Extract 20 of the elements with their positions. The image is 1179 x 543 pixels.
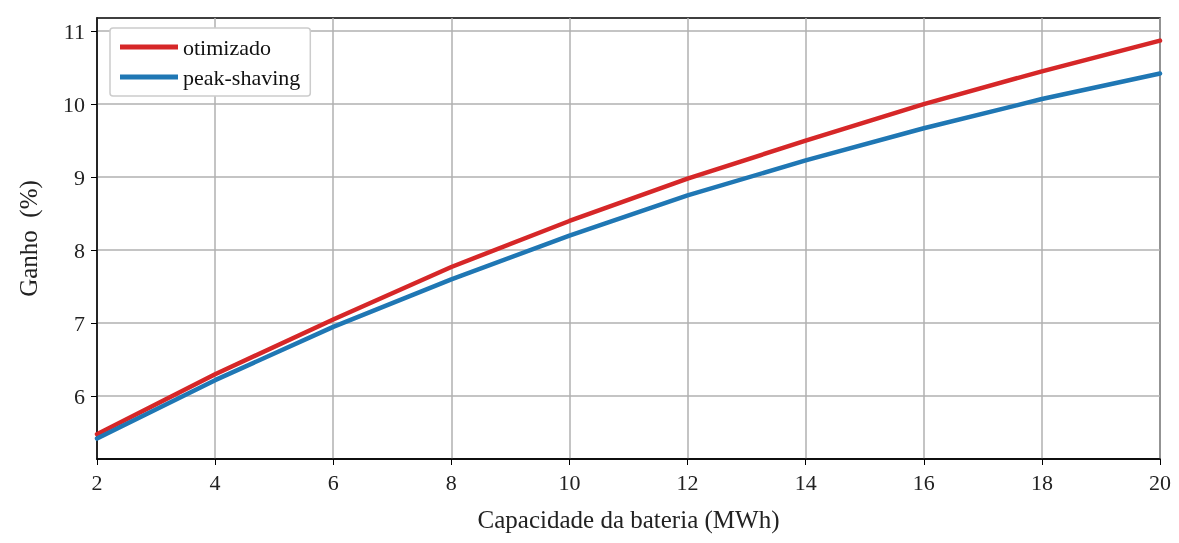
x-tick-label: 6 (327, 469, 339, 495)
x-axis-title: Capacidade da bateria (MWh) (477, 506, 780, 534)
x-tick-label: 20 (1149, 469, 1171, 495)
x-tick-label: 14 (794, 469, 817, 495)
y-tick-label: 6 (74, 383, 85, 409)
y-tick-label: 8 (74, 237, 85, 263)
x-tick-label: 18 (1030, 469, 1053, 495)
x-tick-label: 10 (558, 469, 581, 495)
legend-label: peak-shaving (183, 64, 301, 90)
y-tick-label: 10 (63, 91, 85, 117)
x-tick-label: 12 (676, 469, 699, 495)
y-tick-label: 9 (74, 164, 85, 190)
y-tick-label: 11 (63, 18, 85, 44)
y-tick-label: 7 (74, 310, 85, 336)
x-tick-label: 8 (445, 469, 457, 495)
x-tick-label: 2 (91, 469, 103, 495)
x-tick-label: 4 (209, 469, 221, 495)
y-axis-title: Ganho (%) (15, 180, 43, 297)
legend-label: otimizado (183, 34, 271, 60)
x-tick-label: 16 (912, 469, 935, 495)
